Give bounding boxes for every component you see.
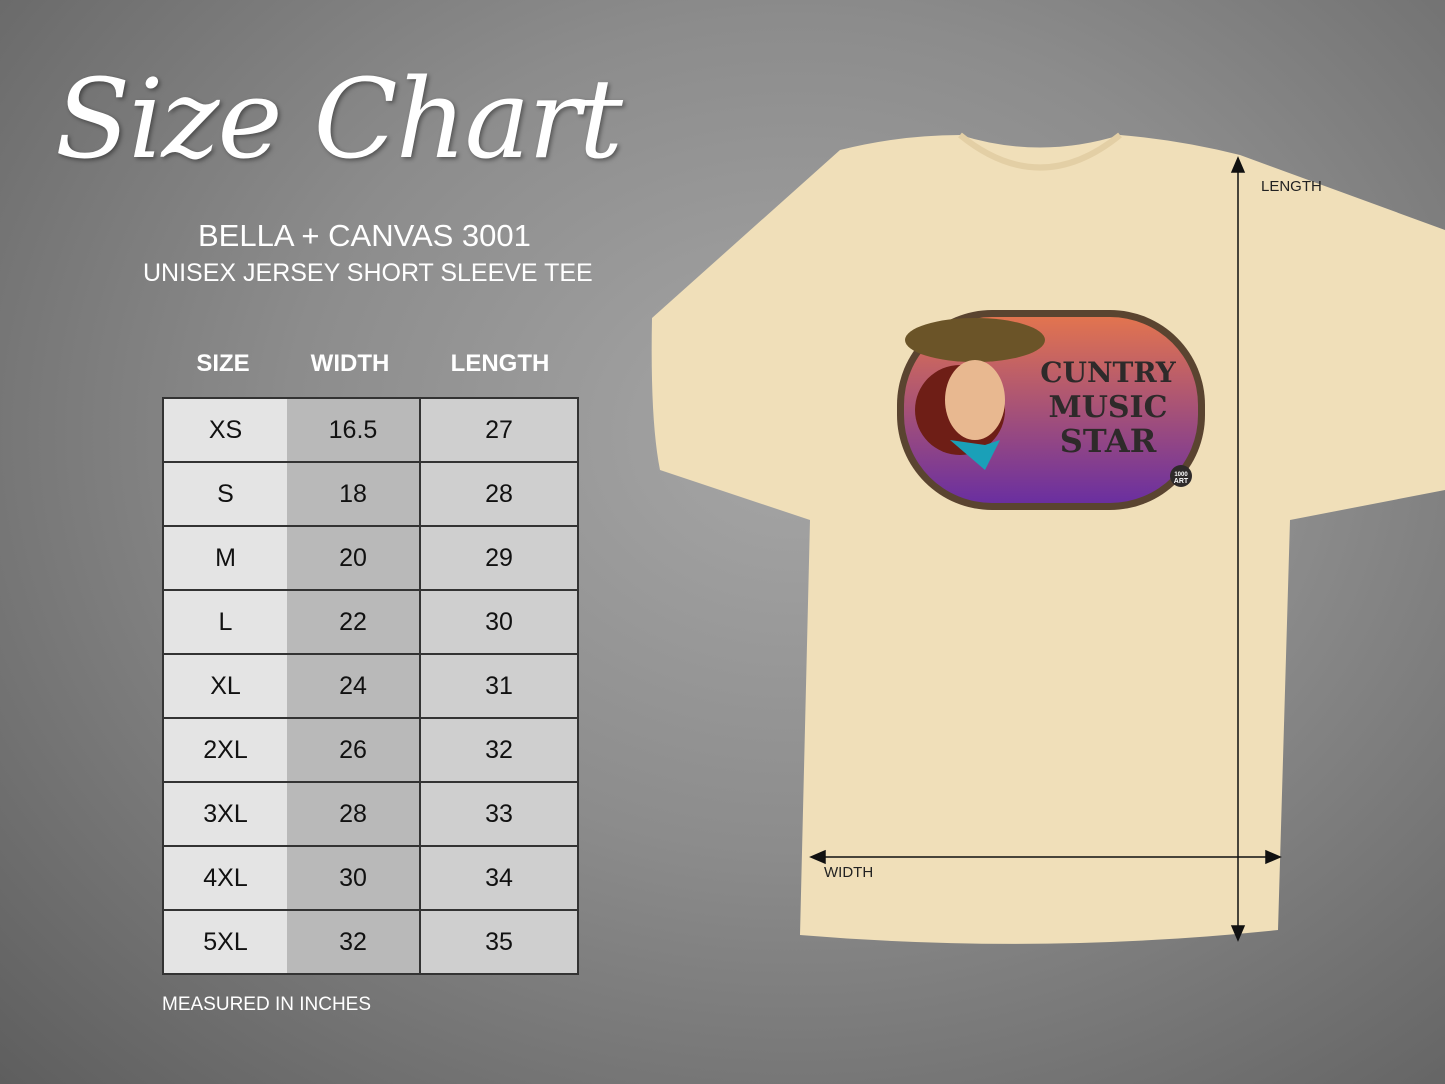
units-note: MEASURED IN INCHES <box>162 994 372 1015</box>
table-row: XL 24 31 <box>162 653 579 719</box>
size-cell: 4XL <box>162 845 287 911</box>
length-cell: 31 <box>419 653 579 719</box>
length-cell: 32 <box>419 717 579 783</box>
width-cell: 16.5 <box>287 397 421 463</box>
table-row: 5XL 32 35 <box>162 909 579 975</box>
tshirt <box>651 135 1445 944</box>
width-cell: 24 <box>287 653 421 719</box>
width-cell: 18 <box>287 461 421 527</box>
length-label: LENGTH <box>1261 178 1322 195</box>
size-cell: S <box>162 461 287 527</box>
shirt-graphic: CUNTRY MUSIC STAR 1000 ART <box>897 310 1205 510</box>
table-row: 4XL 30 34 <box>162 845 579 911</box>
logo-badge: 1000 <box>1174 472 1188 478</box>
length-cell: 33 <box>419 781 579 847</box>
size-cell: XL <box>162 653 287 719</box>
width-cell: 28 <box>287 781 421 847</box>
width-cell: 22 <box>287 589 421 655</box>
page-title: Size Chart <box>55 55 623 183</box>
width-cell: 30 <box>287 845 421 911</box>
table-row: 3XL 28 33 <box>162 781 579 847</box>
width-arrow <box>809 849 1282 865</box>
svg-text:ART: ART <box>1174 478 1189 485</box>
size-cell: XS <box>162 397 287 463</box>
brand-title: BELLA + CANVAS 3001 <box>198 218 531 253</box>
graphic-line-2: MUSIC <box>1049 390 1168 425</box>
length-cell: 30 <box>419 589 579 655</box>
table-row: M 20 29 <box>162 525 579 591</box>
column-header-width: WIDTH <box>310 350 390 377</box>
column-header-length: LENGTH <box>450 350 550 377</box>
length-cell: 35 <box>419 909 579 975</box>
width-cell: 20 <box>287 525 421 591</box>
size-cell: 2XL <box>162 717 287 783</box>
table-row: 2XL 26 32 <box>162 717 579 783</box>
width-cell: 32 <box>287 909 421 975</box>
product-subtitle: UNISEX JERSEY SHORT SLEEVE TEE <box>143 259 593 287</box>
table-row: L 22 30 <box>162 589 579 655</box>
size-cell: M <box>162 525 287 591</box>
size-cell: L <box>162 589 287 655</box>
table-row: S 18 28 <box>162 461 579 527</box>
width-cell: 26 <box>287 717 421 783</box>
width-label: WIDTH <box>824 864 874 881</box>
length-cell: 34 <box>419 845 579 911</box>
length-cell: 29 <box>419 525 579 591</box>
length-cell: 27 <box>419 397 579 463</box>
graphic-line-3: STAR <box>1060 422 1157 460</box>
column-header-size: SIZE <box>196 350 250 377</box>
length-cell: 28 <box>419 461 579 527</box>
size-table: XS 16.5 27 S 18 28 M 20 29 L 22 30 XL 24 31 2XL 26 32 3XL 2… <box>162 397 579 975</box>
table-row: XS 16.5 27 <box>162 397 579 463</box>
size-cell: 3XL <box>162 781 287 847</box>
size-cell: 5XL <box>162 909 287 975</box>
graphic-line-1: CUNTRY <box>1040 356 1177 389</box>
length-arrow <box>1230 156 1246 942</box>
